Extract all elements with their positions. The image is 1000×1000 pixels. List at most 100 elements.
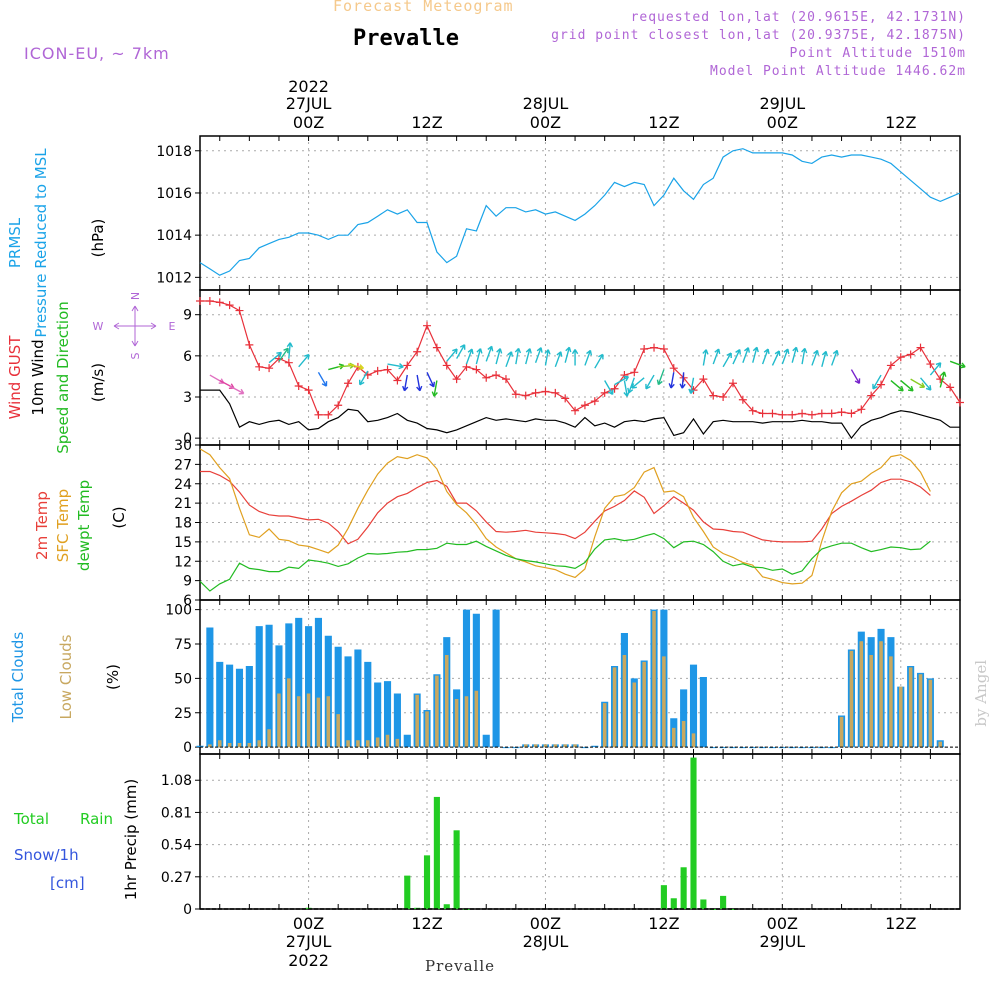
low-cloud-bar (652, 611, 656, 748)
low-cloud-bar (474, 690, 479, 748)
wind-direction-arrow (544, 349, 551, 366)
y-tick-label: 1014 (156, 228, 192, 244)
gust-marker (768, 409, 777, 418)
wind-direction-arrow (268, 351, 283, 364)
wind-direction-arrow (505, 351, 514, 368)
rain-bar (670, 898, 677, 909)
y-tick-label: 9 (183, 574, 192, 590)
temp-unit-group: (C) (110, 506, 128, 528)
gust-marker (314, 410, 323, 419)
gust-marker (561, 394, 570, 403)
wind-direction-arrow (949, 360, 966, 369)
low-cloud-bar (287, 678, 291, 748)
precip-ylabel-group: 1hr Precip (mm) (122, 779, 140, 900)
gust-marker (807, 410, 816, 419)
y-tick-label: 25 (174, 706, 192, 722)
wind-direction-arrow (359, 370, 369, 386)
wind-direction-arrow (554, 351, 563, 368)
rain-bar (404, 875, 411, 909)
gust-marker (245, 340, 254, 349)
y-tick-label: 100 (165, 603, 192, 619)
location-name: Prevalle (353, 26, 459, 51)
total-cloud-bar (206, 627, 214, 748)
total-cloud-bar (581, 747, 589, 749)
low-cloud-bar (237, 743, 242, 748)
wind-direction-arrow (446, 348, 458, 362)
low-cloud-bar (435, 675, 439, 748)
y-tick-label: 0 (183, 902, 192, 918)
low-cloud-bar (523, 744, 528, 748)
wind-direction-arrow (534, 347, 543, 363)
low-cloud-bar (859, 641, 864, 748)
gust-marker (956, 398, 964, 407)
cloud-unit-group: (%) (104, 664, 122, 690)
gust-marker (413, 347, 422, 356)
panel-frame (199, 753, 961, 910)
low-cloud-bar (899, 686, 903, 748)
low-cloud-bar (267, 729, 271, 748)
wind-label-group: 10m Wind (29, 339, 47, 415)
pressure-label-1: PRMSL (6, 217, 24, 268)
wind-direction-arrow (679, 372, 686, 389)
low-cloud-bar (366, 740, 370, 748)
gust-marker (798, 409, 807, 418)
low-cloud-bar (336, 714, 340, 748)
y-tick-label: 0.81 (161, 805, 192, 821)
total-cloud-bar (354, 649, 362, 748)
low-cloud-bar (425, 711, 429, 748)
low-cloud-bar (444, 655, 449, 748)
wind-direction-arrow (702, 349, 709, 366)
gust-marker (709, 391, 718, 400)
low-cloud-bar (247, 743, 252, 748)
total-cloud-bar (374, 682, 382, 748)
panel-wind: 0 3 6 9 (183, 289, 961, 447)
wind-direction-arrow (317, 371, 328, 387)
gust-marker (886, 361, 895, 370)
cloud-label-group: Total Clouds (9, 632, 27, 724)
low-cloud-bar (316, 697, 321, 748)
gust-marker (857, 405, 866, 414)
total-cloud-bar (305, 626, 313, 748)
y-tick-label: 0 (183, 740, 192, 756)
low-cloud-bar (889, 656, 893, 748)
rain-bar (453, 830, 460, 909)
wind-direction-arrow (564, 346, 572, 363)
wind-direction-arrow (850, 369, 861, 385)
compass-south: S (129, 352, 142, 359)
wind-direction-arrow (919, 377, 932, 391)
gust-marker (571, 406, 580, 415)
bottom-year-label: 2022 (288, 951, 329, 970)
gust-marker (215, 298, 224, 307)
gust-marker (867, 391, 876, 400)
y-tick-label: 0.27 (161, 870, 192, 886)
gust-marker (906, 350, 915, 359)
wind-direction-arrow (347, 363, 365, 371)
gust-marker (344, 379, 353, 388)
rain-bar (729, 909, 737, 910)
total-cloud-bar (314, 617, 322, 748)
cloud-label-group: Low Clouds (57, 634, 75, 719)
gust-marker (590, 397, 599, 406)
gust-marker (580, 401, 589, 410)
total-cloud-bar (383, 681, 392, 748)
gust-marker (748, 406, 757, 415)
gust-marker (393, 376, 402, 385)
gust-marker (926, 360, 935, 369)
gust-line (200, 300, 961, 416)
gust-marker (600, 388, 609, 397)
top-year-label: 2022 (288, 77, 329, 96)
wind-direction-arrow (614, 375, 630, 386)
wind-direction-arrow (627, 377, 635, 394)
gridpoint-coords: grid point closest lon,lat (20.9375E, 42… (551, 28, 966, 43)
precip-label-unit: [cm] (50, 874, 85, 892)
low-cloud-bar (464, 696, 469, 748)
low-cloud-bar (681, 721, 686, 748)
gust-marker (699, 375, 708, 384)
wind-direction-arrow (584, 349, 593, 366)
total-cloud-bar (196, 745, 204, 748)
gust-marker (896, 353, 905, 362)
gust-marker (205, 296, 214, 305)
bottom-hour-label: 12Z (885, 914, 916, 933)
y-tick-label: 12 (174, 554, 192, 570)
total-cloud-bar (324, 635, 332, 748)
